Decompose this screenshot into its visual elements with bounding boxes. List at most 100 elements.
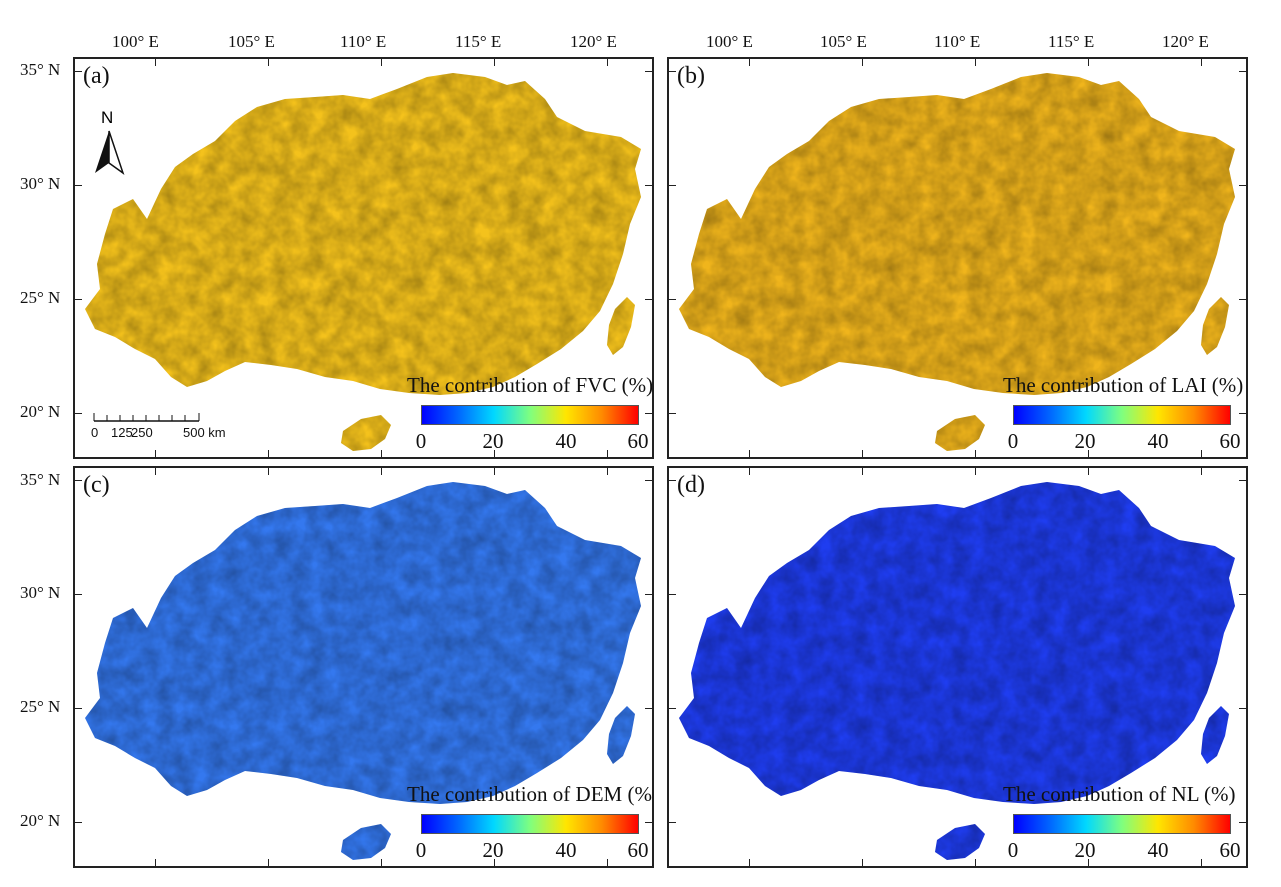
panel-label: (a) xyxy=(83,63,110,89)
graticule-tick xyxy=(749,468,750,475)
lat-label-35-bottom: 35° N xyxy=(20,470,61,489)
graticule-tick xyxy=(268,59,269,66)
svg-text:N: N xyxy=(101,108,113,127)
colorbar-tick-0: 0 xyxy=(1007,838,1019,862)
graticule-tick xyxy=(494,450,495,457)
graticule-tick xyxy=(669,708,676,709)
colorbar-tick-40: 40 xyxy=(555,838,577,862)
lat-label-30-bottom: 30° N xyxy=(20,583,61,602)
graticule-tick xyxy=(862,468,863,475)
lat-label-25-bottom: 25° N xyxy=(20,697,61,716)
graticule-tick xyxy=(862,59,863,66)
graticule-tick xyxy=(494,859,495,866)
graticule-tick xyxy=(645,413,652,414)
map-panel-nl: (d) The contribution of NL (%) 0 20 40 6… xyxy=(667,466,1248,868)
graticule-tick xyxy=(268,859,269,866)
scale-tick-500: 500 km xyxy=(183,425,226,440)
graticule-tick xyxy=(75,480,82,481)
graticule-tick xyxy=(75,822,82,823)
graticule-tick xyxy=(155,59,156,66)
graticule-tick xyxy=(669,822,676,823)
graticule-tick xyxy=(1201,59,1202,66)
lon-label-100-right: 100° E xyxy=(706,32,753,51)
graticule-tick xyxy=(645,708,652,709)
colorbar-tick-40: 40 xyxy=(1147,838,1169,862)
lon-label-120: 120° E xyxy=(570,32,617,51)
graticule-tick xyxy=(1239,822,1246,823)
colorbar-title: The contribution of LAI (%) xyxy=(1003,373,1244,397)
panel-label: (c) xyxy=(83,472,110,498)
graticule-tick xyxy=(645,299,652,300)
colorbar-tick-60: 60 xyxy=(627,838,649,862)
graticule-tick xyxy=(645,71,652,72)
lon-label-105: 105° E xyxy=(228,32,275,51)
graticule-tick xyxy=(1239,185,1246,186)
colorbar-tick-40: 40 xyxy=(555,429,577,453)
lon-label-110-right: 110° E xyxy=(934,32,981,51)
lat-label-35-top: 35° N xyxy=(20,60,61,79)
graticule-tick xyxy=(494,59,495,66)
graticule-tick xyxy=(975,450,976,457)
graticule-tick xyxy=(75,185,82,186)
graticule-tick xyxy=(155,468,156,475)
graticule-tick xyxy=(1239,413,1246,414)
graticule-tick xyxy=(381,468,382,475)
graticule-tick xyxy=(1239,708,1246,709)
colorbar-title: The contribution of NL (%) xyxy=(1003,782,1236,806)
graticule-tick xyxy=(268,468,269,475)
graticule-tick xyxy=(1201,468,1202,475)
colorbar-tick-20: 20 xyxy=(482,838,504,862)
colorbar xyxy=(421,814,639,834)
graticule-tick xyxy=(862,450,863,457)
lon-label-100: 100° E xyxy=(112,32,159,51)
lon-label-110: 110° E xyxy=(340,32,387,51)
colorbar-tick-20: 20 xyxy=(1074,838,1096,862)
graticule-tick xyxy=(75,71,82,72)
lat-label-20-bottom: 20° N xyxy=(20,811,61,830)
map-lai xyxy=(679,73,1235,451)
graticule-tick xyxy=(645,480,652,481)
colorbar-tick-0: 0 xyxy=(415,838,427,862)
lat-label-20-top: 20° N xyxy=(20,402,61,421)
lon-label-115-right: 115° E xyxy=(1048,32,1095,51)
graticule-tick xyxy=(975,468,976,475)
lon-label-115: 115° E xyxy=(455,32,502,51)
lon-label-105-right: 105° E xyxy=(820,32,867,51)
colorbar-tick-0: 0 xyxy=(1007,429,1019,453)
graticule-tick xyxy=(1239,71,1246,72)
graticule-tick xyxy=(975,59,976,66)
graticule-tick xyxy=(749,450,750,457)
graticule-tick xyxy=(669,185,676,186)
scale-bar: 0 125 250 500 km xyxy=(91,409,226,445)
colorbar-tick-60: 60 xyxy=(1219,429,1241,453)
graticule-tick xyxy=(1239,594,1246,595)
lon-label-120-right: 120° E xyxy=(1162,32,1209,51)
graticule-tick xyxy=(1201,450,1202,457)
graticule-tick xyxy=(75,594,82,595)
graticule-tick xyxy=(381,59,382,66)
graticule-tick xyxy=(1088,450,1089,457)
graticule-tick xyxy=(669,413,676,414)
panel-label: (b) xyxy=(677,63,705,89)
colorbar-tick-60: 60 xyxy=(1219,838,1241,862)
graticule-tick xyxy=(155,859,156,866)
colorbar-title: The contribution of FVC (%) xyxy=(407,373,654,397)
graticule-tick xyxy=(645,822,652,823)
panel-label: (d) xyxy=(677,472,705,498)
map-nl xyxy=(679,482,1235,860)
graticule-tick xyxy=(607,59,608,66)
graticule-tick xyxy=(381,859,382,866)
graticule-tick xyxy=(1201,859,1202,866)
graticule-tick xyxy=(1239,299,1246,300)
colorbar-title: The contribution of DEM (%) xyxy=(407,782,654,806)
graticule-tick xyxy=(645,185,652,186)
colorbar-tick-40: 40 xyxy=(1147,429,1169,453)
graticule-tick xyxy=(669,71,676,72)
colorbar-tick-20: 20 xyxy=(482,429,504,453)
graticule-tick xyxy=(494,468,495,475)
map-panel-dem: (c) The contribution of DEM (%) 0 20 40 … xyxy=(73,466,654,868)
colorbar-tick-20: 20 xyxy=(1074,429,1096,453)
graticule-tick xyxy=(155,450,156,457)
colorbar-tick-60: 60 xyxy=(627,429,649,453)
graticule-tick xyxy=(669,594,676,595)
